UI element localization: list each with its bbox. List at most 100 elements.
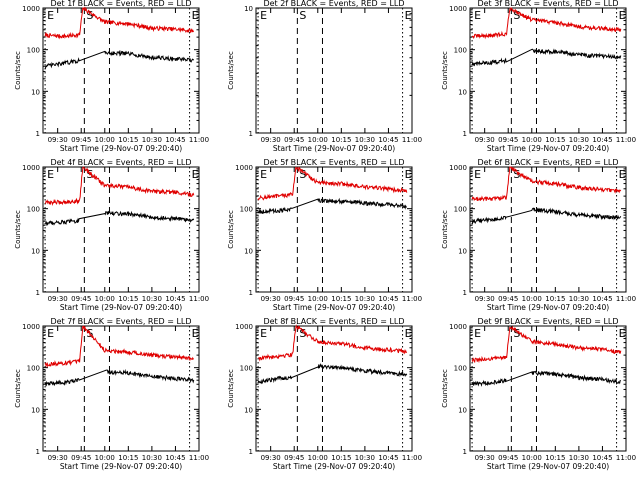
x-tick-label: 09:30 [261, 454, 281, 462]
x-tick-label: 10:30 [569, 136, 589, 144]
x-tick-label: 10:00 [522, 295, 542, 303]
panel-title: Det 2f BLACK = Events, RED = LLD [263, 0, 404, 8]
series-line-events [257, 363, 408, 385]
x-tick-label: 10:15 [545, 295, 565, 303]
series-line-events [44, 49, 195, 69]
marker-label-s: S [86, 9, 93, 22]
panel-title: Det 8f BLACK = Events, RED = LLD [263, 317, 404, 326]
marker-label-e: E [47, 168, 54, 181]
series-line-events [44, 210, 195, 227]
x-tick-label: 10:30 [142, 454, 162, 462]
marker-label-e: E [47, 9, 54, 22]
x-tick-label: 10:45 [378, 136, 398, 144]
series-line-events [471, 370, 621, 387]
marker-label-e: E [619, 327, 626, 340]
x-axis-label: Start Time (29-Nov-07 09:20:40) [273, 144, 395, 153]
x-tick-label: 11:00 [616, 454, 636, 462]
x-tick-label: 10:45 [165, 136, 185, 144]
y-tick-label: 100 [27, 365, 40, 373]
marker-label-e: E [474, 168, 481, 181]
marker-label-e: E [405, 327, 412, 340]
series-line-lld [471, 326, 622, 364]
x-tick-label: 09:45 [498, 454, 518, 462]
y-axis-label: Counts/sec [14, 210, 22, 249]
x-tick-label: 11:00 [189, 295, 209, 303]
y-tick-label: 100 [240, 206, 253, 214]
detector-panel-3: Det 3f BLACK = Events, RED = LLD 1 10 100 10… [441, 0, 636, 153]
y-axis-label: Counts/sec [227, 51, 235, 90]
marker-label-e: E [474, 327, 481, 340]
x-tick-label: 10:30 [142, 295, 162, 303]
y-tick-label: 10 [31, 88, 40, 96]
x-tick-label: 10:00 [95, 454, 115, 462]
series-line-lld [45, 166, 195, 206]
y-tick-label: 1 [463, 130, 467, 138]
x-axis-label: Start Time (29-Nov-07 09:20:40) [487, 462, 609, 471]
detector-panel-9: Det 9f BLACK = Events, RED = LLD 1 10 100 10… [441, 317, 636, 471]
y-tick-label: 1 [36, 448, 40, 456]
x-tick-label: 09:30 [475, 454, 495, 462]
plot-frame [469, 166, 627, 293]
x-tick-label: 11:00 [402, 454, 422, 462]
y-tick-label: 100 [454, 206, 467, 214]
x-tick-label: 09:45 [284, 454, 304, 462]
x-tick-label: 10:15 [331, 454, 351, 462]
y-tick-label: 1000 [22, 5, 40, 13]
x-tick-label: 10:00 [308, 136, 328, 144]
x-tick-label: 10:30 [569, 295, 589, 303]
x-tick-label: 10:00 [308, 295, 328, 303]
marker-label-s: S [299, 9, 306, 22]
plot-frame [255, 7, 413, 134]
marker-label-e: E [260, 327, 267, 340]
y-tick-label: 10 [458, 88, 467, 96]
marker-label-s: S [513, 168, 520, 181]
x-tick-label: 11:00 [616, 295, 636, 303]
marker-label-e: E [619, 168, 626, 181]
x-tick-label: 09:45 [71, 454, 91, 462]
y-tick-label: 10 [458, 406, 467, 414]
y-tick-label: 1 [249, 130, 253, 138]
y-axis-label: Counts/sec [441, 369, 449, 408]
x-axis-label: Start Time (29-Nov-07 09:20:40) [60, 462, 182, 471]
marker-label-e: E [405, 9, 412, 22]
panel-title: Det 7f BLACK = Events, RED = LLD [50, 317, 191, 326]
x-tick-label: 09:30 [48, 454, 68, 462]
x-tick-label: 10:30 [142, 136, 162, 144]
panel-title: Det 1f BLACK = Events, RED = LLD [50, 0, 191, 8]
plot-frame [42, 7, 200, 134]
x-tick-label: 10:30 [569, 454, 589, 462]
marker-label-s: S [513, 9, 520, 22]
series-line-lld [258, 324, 408, 362]
x-tick-label: 10:45 [592, 295, 612, 303]
x-axis-label: Start Time (29-Nov-07 09:20:40) [273, 462, 395, 471]
x-tick-label: 10:45 [378, 295, 398, 303]
marker-label-e: E [260, 9, 267, 22]
plot-frame [255, 166, 413, 293]
series-line-lld [44, 6, 194, 40]
x-tick-label: 10:45 [592, 454, 612, 462]
x-tick-label: 10:15 [545, 454, 565, 462]
y-tick-label: 10 [244, 406, 253, 414]
x-tick-label: 11:00 [402, 136, 422, 144]
y-tick-label: 10 [458, 247, 467, 255]
x-tick-label: 09:30 [475, 295, 495, 303]
x-tick-label: 10:00 [522, 454, 542, 462]
x-tick-label: 10:00 [522, 136, 542, 144]
x-axis-label: Start Time (29-Nov-07 09:20:40) [487, 303, 609, 312]
y-axis-label: Counts/sec [14, 369, 22, 408]
marker-label-s: S [299, 327, 306, 340]
y-tick-label: 1 [463, 448, 467, 456]
panel-title: Det 4f BLACK = Events, RED = LLD [50, 158, 191, 167]
marker-label-e: E [405, 168, 412, 181]
y-tick-label: 1000 [235, 164, 253, 172]
y-tick-label: 1000 [22, 164, 40, 172]
x-tick-label: 09:45 [284, 295, 304, 303]
marker-label-e: E [260, 168, 267, 181]
x-tick-label: 10:45 [165, 295, 185, 303]
plot-frame [469, 325, 627, 452]
plot-frame [255, 325, 413, 452]
y-tick-label: 1 [36, 289, 40, 297]
y-tick-label: 100 [240, 365, 253, 373]
series-line-lld [257, 166, 408, 201]
